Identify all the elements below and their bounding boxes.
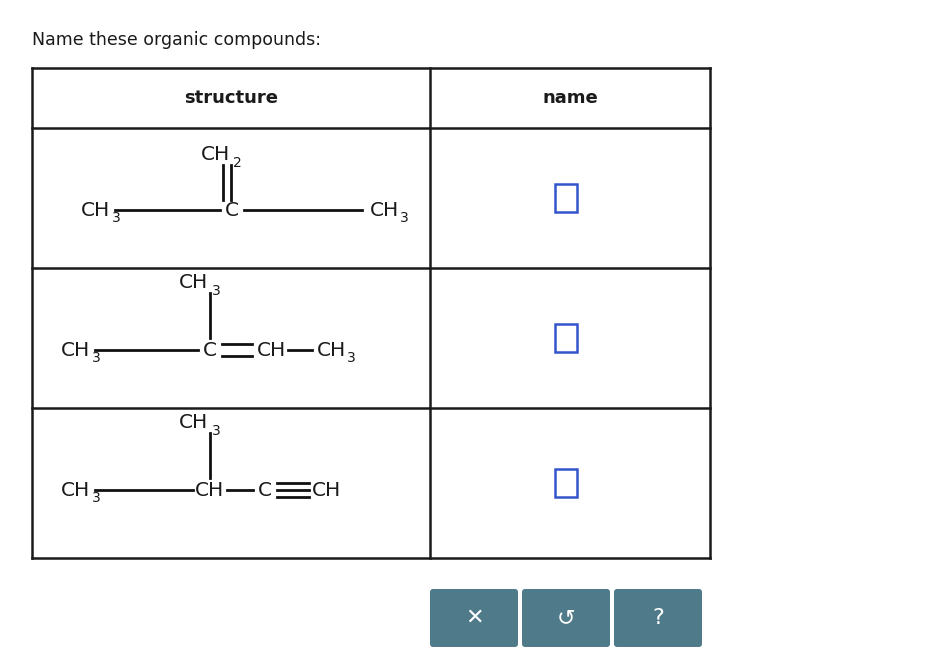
FancyBboxPatch shape [614,589,702,647]
Text: 3: 3 [400,211,409,225]
Text: CH: CH [312,480,341,500]
Text: C: C [203,340,217,360]
Text: CH: CH [61,340,90,360]
Text: CH: CH [178,413,208,433]
Text: CH: CH [257,340,286,360]
Text: ✕: ✕ [465,608,483,628]
Text: ↺: ↺ [557,608,575,628]
Text: CH: CH [370,200,399,220]
FancyBboxPatch shape [430,589,518,647]
Text: structure: structure [184,89,278,107]
Text: CH: CH [317,340,347,360]
Text: C: C [258,480,272,500]
Text: C: C [225,200,239,220]
Bar [555,184,577,212]
FancyBboxPatch shape [522,589,610,647]
Text: CH: CH [195,480,224,500]
Bar [555,469,577,497]
Text: CH: CH [201,145,230,165]
Bar [555,324,577,352]
Text: Name these organic compounds:: Name these organic compounds: [32,31,321,49]
Text: CH: CH [80,200,110,220]
Text: CH: CH [178,273,208,293]
Text: 3: 3 [92,351,101,365]
Text: ?: ? [652,608,664,628]
Text: 2: 2 [233,156,242,170]
Text: 3: 3 [212,424,220,438]
Text: name: name [542,89,598,107]
Text: 3: 3 [347,351,356,365]
Text: 3: 3 [212,284,220,298]
Text: CH: CH [61,480,90,500]
Text: 3: 3 [112,211,120,225]
Text: 3: 3 [92,491,101,505]
